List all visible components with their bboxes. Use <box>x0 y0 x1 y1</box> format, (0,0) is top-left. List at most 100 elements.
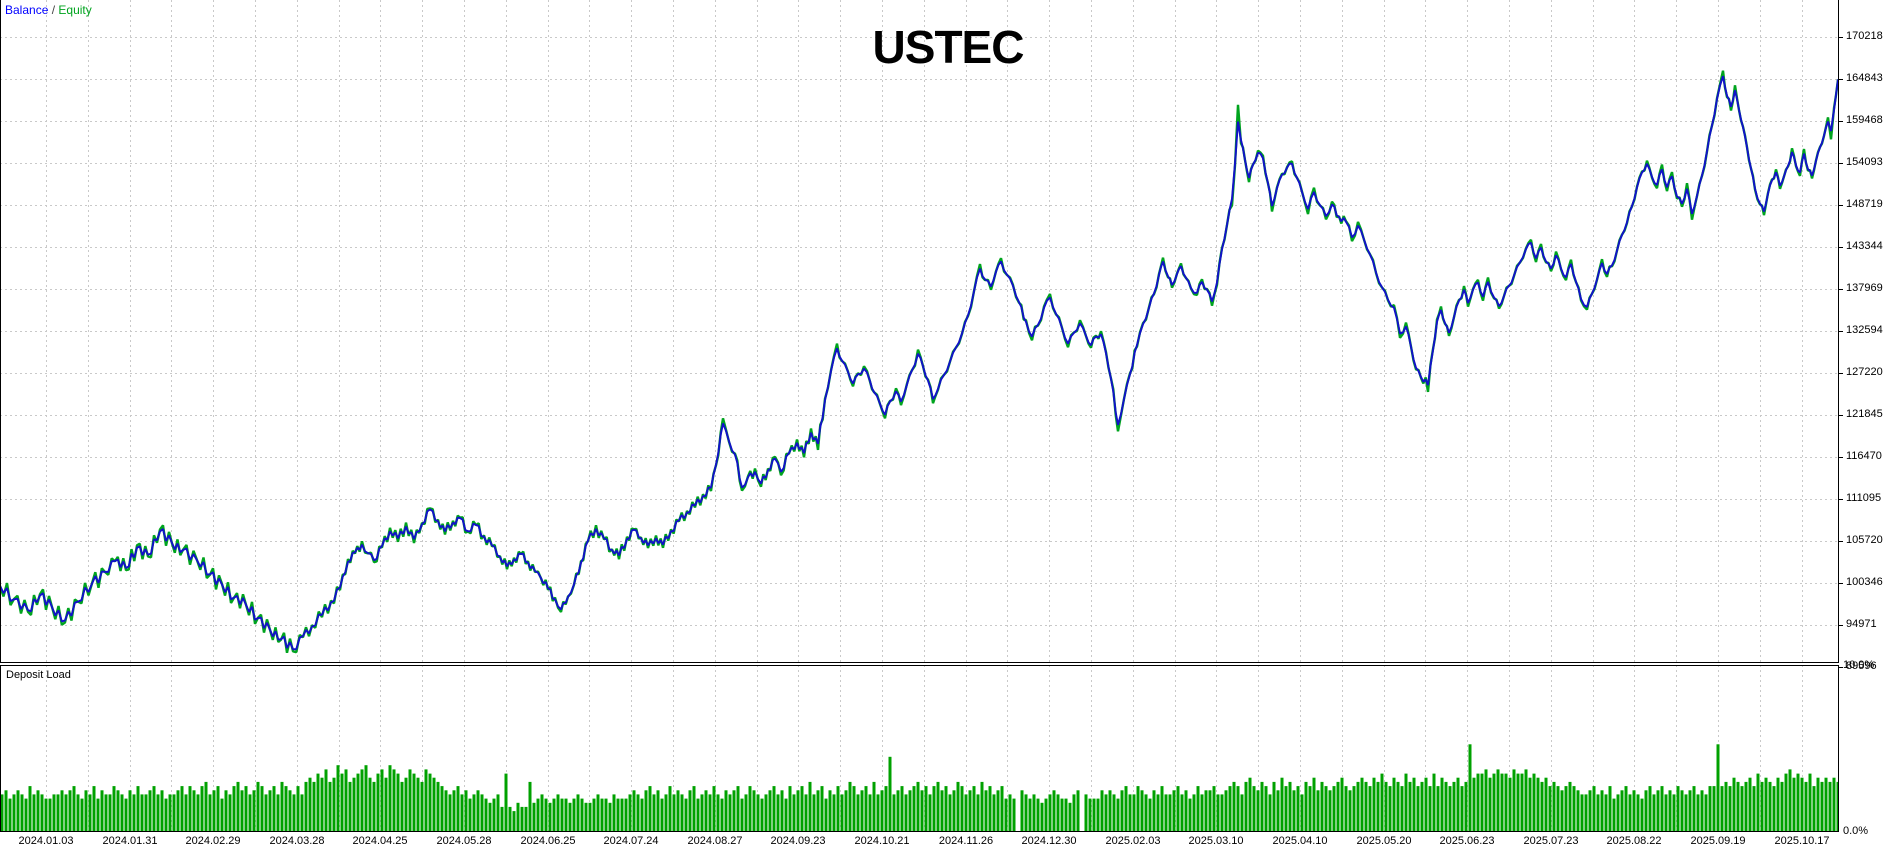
deposit-load-bar <box>160 790 164 832</box>
deposit-load-bar <box>532 802 536 832</box>
deposit-load-bar <box>928 794 932 832</box>
deposit-load-bar <box>1720 786 1724 832</box>
deposit-load-bar <box>260 786 264 832</box>
deposit-load-bar <box>1588 790 1592 832</box>
deposit-load-bar <box>1088 798 1092 832</box>
deposit-load-bar <box>1064 798 1068 832</box>
deposit-load-bar <box>168 794 172 832</box>
deposit-load-bar <box>1496 769 1500 832</box>
deposit-load-bar <box>924 786 928 832</box>
deposit-load-bar <box>1136 786 1140 832</box>
deposit-load-bar <box>1620 790 1624 832</box>
y-axis-tick <box>1839 583 1843 584</box>
deposit-load-bar <box>288 790 292 832</box>
deposit-load-bar <box>1048 794 1052 832</box>
deposit-load-bar <box>4 790 8 832</box>
y-axis-tick <box>1839 373 1843 374</box>
deposit-load-bar <box>1232 781 1236 832</box>
deposit-load-bar <box>1752 786 1756 832</box>
deposit-load-bar <box>596 794 600 832</box>
deposit-load-bar <box>1000 786 1004 832</box>
deposit-load-bar <box>1560 790 1564 832</box>
deposit-load-bar <box>1324 786 1328 832</box>
deposit-load-bar <box>1640 798 1644 832</box>
deposit-load-bar <box>324 769 328 832</box>
deposit-load-bar <box>716 794 720 832</box>
deposit-load-bar <box>1688 790 1692 832</box>
deposit-load-bar <box>152 786 156 832</box>
deposit-load-bar <box>1068 802 1072 832</box>
y-axis-label: 116470 <box>1846 450 1882 462</box>
deposit-load-bar <box>1148 798 1152 832</box>
x-axis-date-label: 2025.10.17 <box>1774 835 1830 847</box>
deposit-load-bar <box>764 794 768 832</box>
deposit-load-bar <box>108 794 112 832</box>
deposit-load-bar <box>1596 794 1600 832</box>
deposit-load-bar <box>908 790 912 832</box>
deposit-load-bar <box>1140 790 1144 832</box>
deposit-load-bar <box>1576 790 1580 832</box>
deposit-load-bar <box>888 756 892 832</box>
deposit-load-bar <box>1220 794 1224 832</box>
deposit-load-bar <box>668 786 672 832</box>
deposit-load-bar <box>984 790 988 832</box>
deposit-load-bar <box>1280 777 1284 832</box>
deposit-load-bar <box>144 794 148 832</box>
deposit-load-bar <box>828 790 832 832</box>
y-axis-tick <box>1839 331 1843 332</box>
deposit-load-bar <box>432 777 436 832</box>
deposit-load-bar <box>856 794 860 832</box>
deposit-load-bar <box>732 790 736 832</box>
deposit-load-bar <box>1460 786 1464 832</box>
deposit-load-bar <box>1056 794 1060 832</box>
deposit-load-panel[interactable] <box>0 665 1839 832</box>
deposit-load-bar <box>1364 781 1368 832</box>
deposit-load-bar <box>760 798 764 832</box>
x-axis-date-label: 2024.05.28 <box>436 835 492 847</box>
legend-equity-label: Equity <box>58 3 92 17</box>
deposit-load-bar <box>1820 781 1824 832</box>
deposit-load-bar <box>176 790 180 832</box>
x-axis-date-label: 2024.06.25 <box>520 835 576 847</box>
deposit-load-bar <box>1492 773 1496 832</box>
deposit-load-bar <box>568 802 572 832</box>
deposit-load-bar <box>564 798 568 832</box>
deposit-load-bar <box>0 794 4 832</box>
deposit-load-bar <box>648 786 652 832</box>
deposit-load-bar <box>164 798 168 832</box>
deposit-load-bar <box>664 794 668 832</box>
deposit-load-bar <box>348 781 352 832</box>
deposit-load-bar <box>340 773 344 832</box>
deposit-load-bar <box>1708 786 1712 832</box>
deposit-load-bar <box>316 773 320 832</box>
deposit-load-bar <box>864 786 868 832</box>
main-chart-panel[interactable] <box>0 0 1839 663</box>
deposit-load-bar <box>824 798 828 832</box>
x-axis-date-label: 2024.12.30 <box>1021 835 1077 847</box>
deposit-load-bar <box>512 811 516 832</box>
deposit-load-bar <box>272 786 276 832</box>
y-axis-tick <box>1839 79 1843 80</box>
deposit-load-bar <box>1348 790 1352 832</box>
deposit-load-bar <box>1692 786 1696 832</box>
deposit-load-bar <box>364 765 368 832</box>
deposit-load-bar <box>476 790 480 832</box>
deposit-load-bar <box>440 786 444 832</box>
deposit-load-bar <box>12 794 16 832</box>
deposit-load-bar <box>1168 794 1172 832</box>
balance-line <box>0 75 1839 651</box>
deposit-load-bar <box>368 777 372 832</box>
deposit-load-bar <box>172 794 176 832</box>
deposit-load-bar <box>976 794 980 832</box>
deposit-load-bar <box>656 790 660 832</box>
deposit-load-bar <box>372 781 376 832</box>
deposit-load-bar <box>1180 794 1184 832</box>
deposit-load-bar <box>1020 790 1024 832</box>
deposit-load-bar <box>24 798 28 832</box>
deposit-load-bar <box>852 786 856 832</box>
y-axis-label: 132594 <box>1846 324 1883 336</box>
deposit-load-bar <box>1444 781 1448 832</box>
deposit-load-bar <box>244 786 248 832</box>
deposit-load-bar <box>1732 777 1736 832</box>
